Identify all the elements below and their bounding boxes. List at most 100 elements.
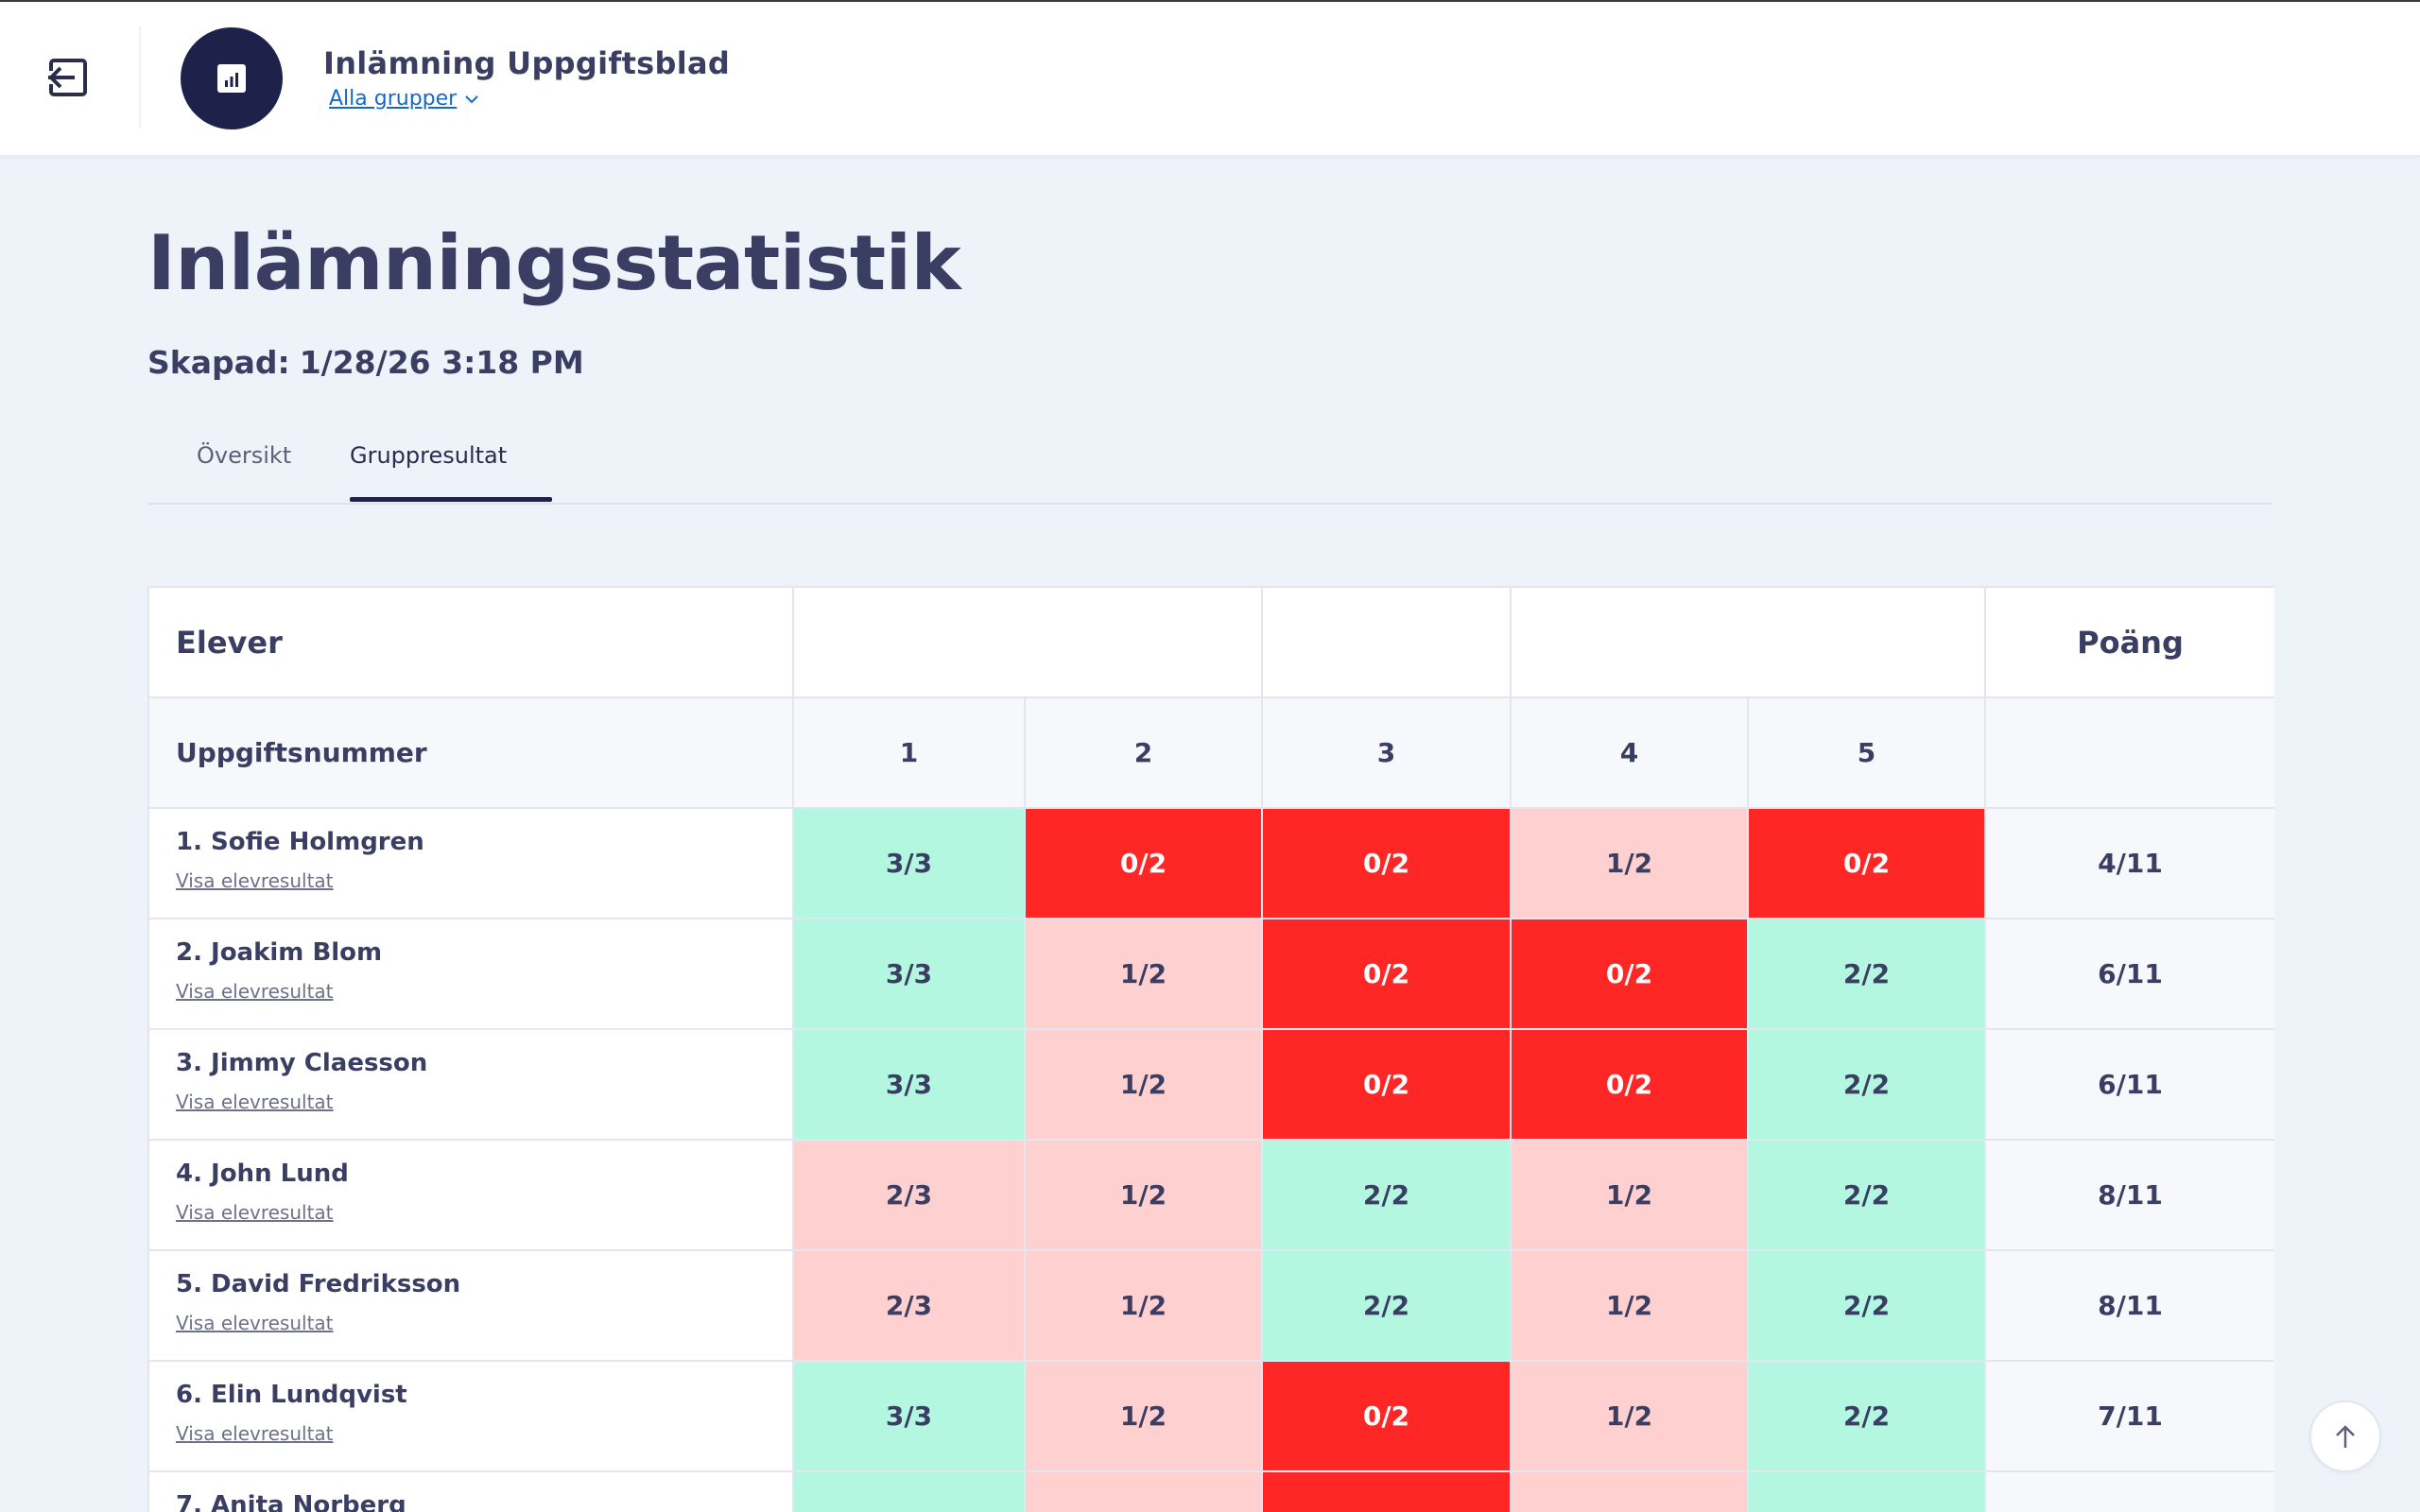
- table-row: 2. Joakim Blom Visa elevresultat 3/3 1/2 0/2…: [147, 918, 2274, 1030]
- task-number: 2: [1024, 696, 1263, 809]
- score-cell: 0/2: [1024, 807, 1263, 919]
- score-cell: [1747, 1470, 1986, 1512]
- tab-group-results[interactable]: Gruppresultat: [350, 442, 508, 469]
- score-cell: 2/3: [792, 1249, 1026, 1362]
- student-cell: 5. David Fredriksson Visa elevresultat: [147, 1249, 794, 1362]
- view-student-results-link[interactable]: Visa elevresultat: [176, 1090, 334, 1113]
- student-name: 5. David Fredriksson: [176, 1269, 461, 1298]
- table-row: 6. Elin Lundqvist Visa elevresultat 3/3 1/2…: [147, 1360, 2274, 1472]
- score-cell: 1/2: [1024, 918, 1263, 1030]
- back-button[interactable]: [43, 53, 93, 102]
- student-name: 3. Jimmy Claesson: [176, 1048, 428, 1077]
- score-cell: 0/2: [1261, 807, 1512, 919]
- total-score-cell: 7/11: [1984, 1360, 2274, 1472]
- page-title: Inlämningsstatistik: [147, 219, 961, 307]
- table-row: 3. Jimmy Claesson Visa elevresultat 3/3 1/2…: [147, 1028, 2274, 1141]
- view-student-results-link[interactable]: Visa elevresultat: [176, 868, 334, 892]
- score-cell: 0/2: [1261, 1360, 1512, 1472]
- app-avatar: [181, 27, 283, 129]
- student-rows: 1. Sofie Holmgren Visa elevresultat 3/3 0/2…: [147, 807, 2274, 1512]
- score-cell: 1/2: [1024, 1139, 1263, 1251]
- score-cell: 2/2: [1747, 1139, 1986, 1251]
- score-cell: [1024, 1470, 1263, 1512]
- student-cell: 7. Anita NorbergVisa elevresultat: [147, 1470, 794, 1512]
- results-table: Elever Poäng Uppgiftsnummer 1 2 3 4 5 1.…: [147, 586, 2274, 1512]
- student-cell: 4. John Lund Visa elevresultat: [147, 1139, 794, 1251]
- student-name: 4. John Lund: [176, 1159, 349, 1188]
- student-name: 1. Sofie Holmgren: [176, 827, 424, 856]
- task-number-row: Uppgiftsnummer 1 2 3 4 5: [147, 696, 2274, 809]
- score-cell: 0/2: [1261, 1028, 1512, 1141]
- points-header: Poäng: [1984, 586, 2274, 698]
- score-cell: 3/3: [792, 918, 1026, 1030]
- table-row: 1. Sofie Holmgren Visa elevresultat 3/3 0/2…: [147, 807, 2274, 919]
- top-bar: Inlämning Uppgiftsblad Alla grupper: [0, 0, 2420, 155]
- score-cell: 0/2: [1510, 918, 1749, 1030]
- student-name: 6. Elin Lundqvist: [176, 1380, 407, 1409]
- score-cell: 0/2: [1261, 918, 1512, 1030]
- score-cell: [1510, 1470, 1749, 1512]
- student-cell: 1. Sofie Holmgren Visa elevresultat: [147, 807, 794, 919]
- task-number: 4: [1510, 696, 1749, 809]
- score-cell: 2/2: [1747, 1360, 1986, 1472]
- scroll-to-top-button[interactable]: [2309, 1400, 2381, 1472]
- created-date: Skapad: 1/28/26 3:18 PM: [147, 344, 584, 381]
- task-number-label: Uppgiftsnummer: [147, 696, 794, 809]
- score-cell: 2/2: [1747, 1028, 1986, 1141]
- score-cell: 3/3: [792, 807, 1026, 919]
- score-cell: 1/2: [1510, 1360, 1749, 1472]
- created-value: 1/28/26 3:18 PM: [299, 344, 584, 381]
- students-header: Elever: [147, 586, 794, 698]
- score-cell: 3/3: [792, 1028, 1026, 1141]
- score-cell: 2/3: [792, 1139, 1026, 1251]
- total-score-cell: 6/11: [1984, 1028, 2274, 1141]
- arrow-up-icon: [2336, 1425, 2355, 1448]
- score-cell: 0/2: [1510, 1028, 1749, 1141]
- table-header-row: Elever Poäng: [147, 586, 2274, 698]
- view-student-results-link[interactable]: Visa elevresultat: [176, 1421, 334, 1445]
- score-cell: 1/2: [1510, 807, 1749, 919]
- created-label: Skapad:: [147, 344, 290, 381]
- group-select-label: Alla grupper: [329, 87, 458, 111]
- score-cell: 2/2: [1747, 918, 1986, 1030]
- task-number: 1: [792, 696, 1026, 809]
- score-cell: 1/2: [1510, 1139, 1749, 1251]
- exit-arrow-icon: [48, 59, 87, 96]
- student-cell: 3. Jimmy Claesson Visa elevresultat: [147, 1028, 794, 1141]
- assignment-title: Inlämning Uppgiftsblad: [323, 45, 731, 81]
- active-tab-indicator: [350, 497, 552, 502]
- tab-bar: Översikt Gruppresultat: [147, 433, 2273, 505]
- score-cell: 1/2: [1510, 1249, 1749, 1362]
- header-divider: [139, 26, 141, 129]
- score-cell: 2/2: [1747, 1249, 1986, 1362]
- score-cell: [1261, 1470, 1512, 1512]
- table-row: 5. David Fredriksson Visa elevresultat 2/3…: [147, 1249, 2274, 1362]
- student-cell: 6. Elin Lundqvist Visa elevresultat: [147, 1360, 794, 1472]
- view-student-results-link[interactable]: Visa elevresultat: [176, 1200, 334, 1224]
- score-cell: 1/2: [1024, 1249, 1263, 1362]
- header-spacer: [792, 586, 1263, 698]
- score-cell: 0/2: [1747, 807, 1986, 919]
- student-name: 7. Anita Norberg: [176, 1490, 406, 1512]
- score-cell: 3/3: [792, 1360, 1026, 1472]
- score-cell: 2/2: [1261, 1249, 1512, 1362]
- score-cell: 2/2: [1261, 1139, 1512, 1251]
- chevron-down-icon: [465, 94, 478, 103]
- table-row: 4. John Lund Visa elevresultat 2/3 1/2 2/2 1/…: [147, 1139, 2274, 1251]
- view-student-results-link[interactable]: Visa elevresultat: [176, 1311, 334, 1334]
- tab-overview[interactable]: Översikt: [197, 442, 292, 469]
- student-cell: 2. Joakim Blom Visa elevresultat: [147, 918, 794, 1030]
- header-spacer: [1261, 586, 1512, 698]
- total-score-cell: 6/11: [1984, 918, 2274, 1030]
- results-table-container: Elever Poäng Uppgiftsnummer 1 2 3 4 5 1.…: [147, 586, 2274, 1512]
- total-score-cell: 8/11: [1984, 1249, 2274, 1362]
- view-student-results-link[interactable]: Visa elevresultat: [176, 979, 334, 1003]
- total-score-cell: [1984, 1470, 2274, 1512]
- total-score-cell: 4/11: [1984, 807, 2274, 919]
- task-number: 3: [1261, 696, 1512, 809]
- group-select[interactable]: Alla grupper: [329, 87, 479, 111]
- task-number: 5: [1747, 696, 1986, 809]
- total-score-cell: 8/11: [1984, 1139, 2274, 1251]
- score-cell: 1/2: [1024, 1360, 1263, 1472]
- bar-chart-icon: [217, 64, 246, 93]
